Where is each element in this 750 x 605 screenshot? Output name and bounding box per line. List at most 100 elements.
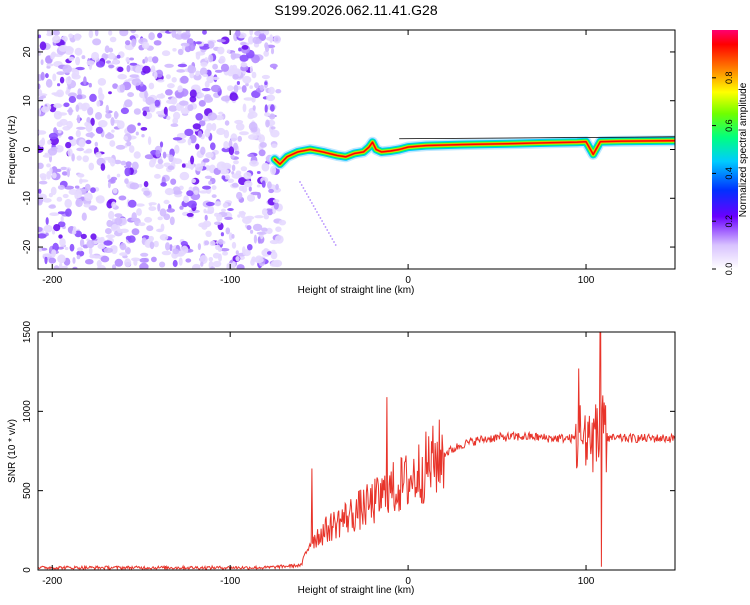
noise-speckle	[135, 203, 145, 207]
noise-speckle	[95, 151, 102, 158]
noise-speckle	[105, 112, 112, 119]
noise-speckle	[172, 248, 180, 255]
y-tick-label: 0	[22, 146, 33, 152]
noise-speckle	[76, 254, 81, 260]
noise-speckle	[246, 225, 252, 231]
noise-speckle	[157, 32, 163, 39]
noise-speckle	[143, 181, 149, 188]
noise-speckle	[232, 261, 236, 269]
noise-speckle	[230, 133, 238, 142]
noise-speckle	[153, 40, 162, 46]
noise-speckle	[261, 162, 270, 172]
noise-trail-dot	[328, 232, 330, 234]
noise-speckle	[259, 142, 267, 148]
noise-speckle	[154, 99, 161, 107]
noise-speckle	[107, 132, 112, 137]
y-tick-label: -20	[22, 239, 33, 254]
noise-speckle	[270, 47, 275, 55]
noise-speckle	[265, 119, 270, 128]
noise-speckle	[241, 185, 248, 193]
noise-speckle	[243, 97, 254, 101]
noise-speckle	[180, 240, 188, 247]
noise-speckle	[174, 253, 184, 257]
noise-speckle	[275, 226, 282, 232]
noise-speckle	[233, 84, 239, 94]
noise-trail-dot	[317, 214, 320, 216]
noise-speckle	[119, 84, 126, 93]
noise-speckle	[211, 123, 217, 131]
spectrogram-xlabel: Height of straight line (km)	[298, 285, 415, 296]
noise-speckle	[212, 63, 219, 70]
noise-speckle	[81, 102, 90, 110]
noise-speckle	[227, 70, 234, 77]
noise-speckle	[160, 182, 167, 187]
noise-speckle	[127, 124, 136, 134]
noise-speckle	[179, 171, 190, 181]
noise-speckle	[144, 154, 155, 160]
noise-speckle	[155, 163, 164, 170]
noise-speckle	[110, 117, 115, 126]
noise-speckle	[103, 240, 113, 246]
noise-speckle	[97, 243, 106, 250]
noise-speckle	[113, 111, 119, 119]
noise-speckle	[51, 249, 57, 257]
noise-speckle	[96, 61, 105, 68]
y-tick-label: 20	[22, 46, 33, 58]
noise-speckle	[220, 63, 230, 72]
noise-speckle	[174, 144, 180, 154]
noise-speckle	[77, 173, 85, 178]
noise-speckle	[157, 216, 163, 221]
noise-speckle	[133, 258, 138, 266]
noise-speckle	[179, 205, 184, 210]
noise-speckle	[248, 134, 258, 140]
noise-speckle	[68, 96, 77, 103]
spectrogram-ylabel: Frequency (Hz)	[7, 116, 18, 185]
noise-speckle	[202, 30, 207, 35]
x-tick-label: 0	[405, 275, 411, 286]
noise-speckle	[52, 73, 57, 82]
noise-speckle	[83, 203, 91, 208]
noise-speckle	[167, 83, 175, 89]
noise-speckle	[221, 147, 231, 153]
snr-ylabel: SNR (10 * v/v)	[7, 419, 18, 483]
colorbar-tick-label: 0.2	[724, 215, 734, 228]
noise-speckle	[86, 60, 95, 66]
noise-speckle	[228, 232, 233, 241]
noise-trail-dot	[300, 184, 303, 186]
snr-frame	[37, 331, 676, 571]
noise-speckle	[133, 151, 141, 159]
noise-speckle	[232, 73, 239, 80]
noise-speckle	[113, 159, 122, 165]
noise-speckle	[83, 150, 90, 154]
noise-speckle	[124, 99, 133, 108]
noise-speckle	[44, 256, 48, 265]
noise-speckle	[264, 112, 271, 117]
noise-speckle	[203, 43, 209, 47]
noise-speckle	[123, 135, 129, 141]
noise-speckle	[72, 257, 76, 264]
noise-speckle	[56, 168, 62, 173]
noise-speckle	[141, 41, 150, 50]
noise-speckle	[201, 87, 211, 92]
x-tick-label: 100	[578, 576, 595, 587]
noise-speckle	[256, 231, 267, 235]
noise-speckle	[119, 252, 128, 257]
noise-speckle	[245, 215, 255, 220]
noise-speckle	[166, 99, 176, 104]
figure-title: S199.2026.062.11.41.G28	[274, 2, 437, 18]
noise-speckle	[187, 104, 194, 112]
noise-speckle	[81, 212, 87, 221]
noise-speckle	[197, 92, 205, 98]
noise-speckle	[40, 59, 44, 66]
noise-speckle	[133, 108, 141, 115]
noise-speckle	[261, 227, 268, 232]
noise-speckle	[236, 264, 245, 269]
noise-trail-dot	[326, 229, 329, 231]
noise-speckle	[90, 187, 96, 194]
noise-speckle	[224, 174, 230, 180]
noise-speckle	[125, 40, 131, 46]
noise-speckle	[45, 217, 49, 225]
noise-speckle	[230, 52, 237, 60]
